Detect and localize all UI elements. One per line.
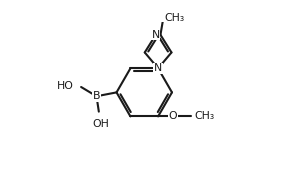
Text: O: O [168, 111, 177, 121]
Text: HO: HO [57, 81, 73, 91]
Text: CH₃: CH₃ [165, 13, 185, 23]
Text: B: B [93, 91, 100, 101]
Text: OH: OH [92, 118, 109, 129]
Text: CH₃: CH₃ [194, 111, 215, 121]
Text: N: N [152, 30, 160, 40]
Text: N: N [154, 63, 162, 73]
